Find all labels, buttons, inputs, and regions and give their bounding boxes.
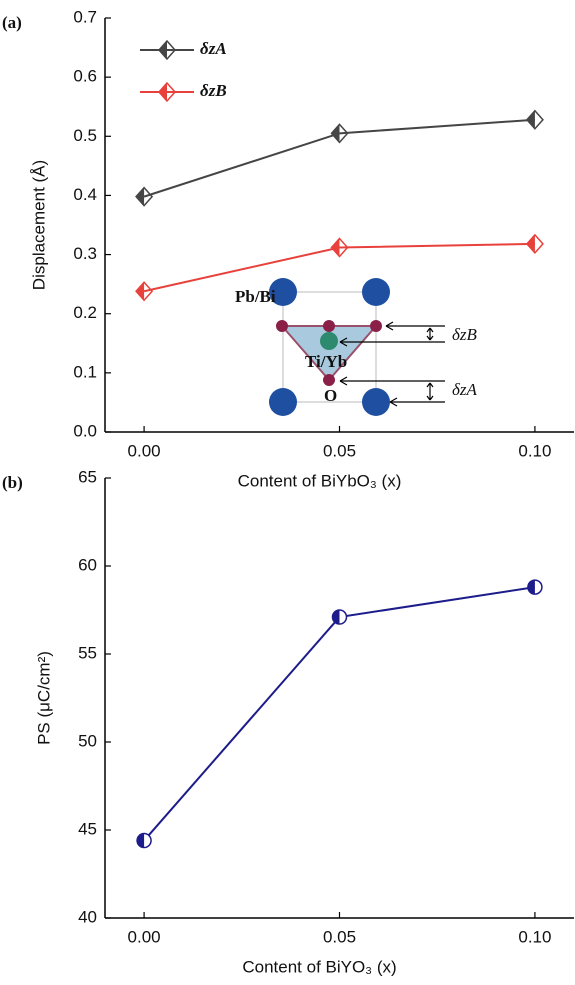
y-tick-label: 55 [78,643,97,662]
marker-fill [527,111,535,129]
page: (a) 0.0 0.1 0.2 0.3 0.4 0.5 0.6 0.7 0.00 0.05 0.10 C… [0,0,575,985]
y-tick-label: 0.4 [73,185,97,204]
structure-inset [269,278,445,416]
data-point [136,282,152,300]
y-tick-label: 0.5 [73,126,97,145]
y-tick-label: 50 [78,731,97,750]
atom-o [323,374,335,386]
data-point [333,610,347,624]
y-tick-label: 0.3 [73,244,97,263]
atom-b [320,332,338,350]
marker-fill [136,188,144,206]
y-tick-label: 0.6 [73,67,97,86]
atom-o [276,320,288,332]
y-tick-label: 65 [78,467,97,486]
y-axis-label: PS (μC/cm²) [34,651,53,745]
y-tick-label: 0.2 [73,303,97,322]
atom-a [269,388,297,416]
annotation: δzA [452,380,478,399]
panel-label: (a) [2,13,22,32]
marker-fill [159,83,167,101]
panel-label: (b) [2,473,23,492]
marker-fill [159,41,167,59]
x-axis-label: Content of BiYbO₃ (x) [238,471,402,490]
data-point [136,188,152,206]
y-tick-label: 0.1 [73,362,97,381]
legend-label: δzA [200,39,227,58]
data-point [137,834,151,848]
marker-fill [332,238,340,256]
annotation: Pb/Bi [235,287,276,306]
marker-fill [332,124,340,142]
atom-a [362,388,390,416]
x-tick-label: 0.00 [128,927,161,946]
data-point [527,235,543,253]
atom-o [370,320,382,332]
marker-fill [527,235,535,253]
marker-fill [136,282,144,300]
x-tick-label: 0.10 [518,441,551,460]
x-tick-label: 0.05 [323,441,356,460]
legend-label: δzB [200,81,227,100]
y-axis-label: Displacement (Å) [29,160,48,290]
annotation: O [324,386,337,405]
y-tick-label: 0.7 [73,7,97,26]
data-point [527,111,543,129]
y-tick-label: 60 [78,555,97,574]
y-tick-label: 0.0 [73,421,97,440]
x-tick-label: 0.10 [518,927,551,946]
annotation: δzB [452,325,478,344]
data-point [528,580,542,594]
series-line [144,587,535,840]
atom-o [323,320,335,332]
annotation: Ti/Yb [305,352,347,371]
y-tick-label: 40 [78,907,97,926]
figure: (a) 0.0 0.1 0.2 0.3 0.4 0.5 0.6 0.7 0.00 0.05 0.10 C… [0,0,575,985]
atom-a [362,278,390,306]
x-axis-label: Content of BiYO₃ (x) [242,957,396,976]
x-tick-label: 0.05 [323,927,356,946]
x-tick-label: 0.00 [128,441,161,460]
y-tick-label: 45 [78,819,97,838]
